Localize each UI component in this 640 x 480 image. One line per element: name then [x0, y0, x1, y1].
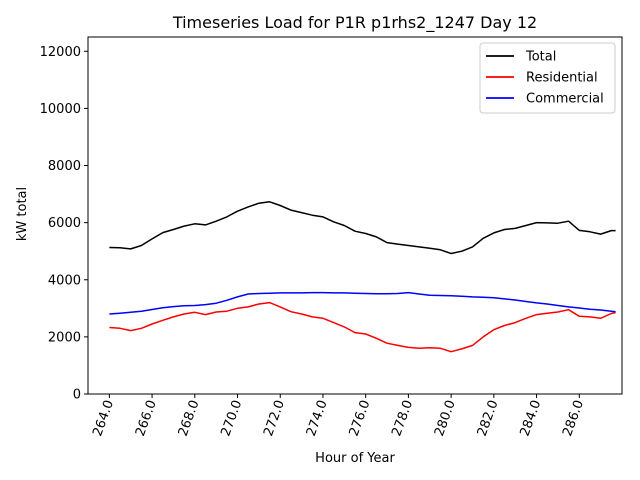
legend-label-residential: Residential [526, 71, 598, 86]
series-line-residential [109, 301, 616, 353]
legend: Total Residential Commercial [479, 42, 616, 114]
series-line-total [109, 201, 616, 255]
chart-title: Timeseries Load for P1R p1rhs2_1247 Day … [172, 13, 537, 33]
axes-frame [87, 36, 623, 395]
y-tick-label: 8000 [48, 159, 81, 174]
legend-label-total: Total [525, 50, 556, 65]
y-tick-label: 6000 [48, 216, 81, 231]
legend-label-commercial: Commercial [526, 92, 604, 107]
y-tick-label: 10000 [40, 102, 81, 117]
y-tick-label: 4000 [48, 273, 81, 288]
series-line-commercial [109, 291, 616, 315]
y-tick-label: 2000 [48, 330, 81, 345]
y-tick-label: 0 [73, 388, 81, 403]
legend-box [479, 42, 616, 114]
y-axis-label: kW total [15, 187, 30, 241]
y-tick-label: 12000 [40, 45, 81, 60]
x-axis-label: Hour of Year [315, 451, 395, 466]
